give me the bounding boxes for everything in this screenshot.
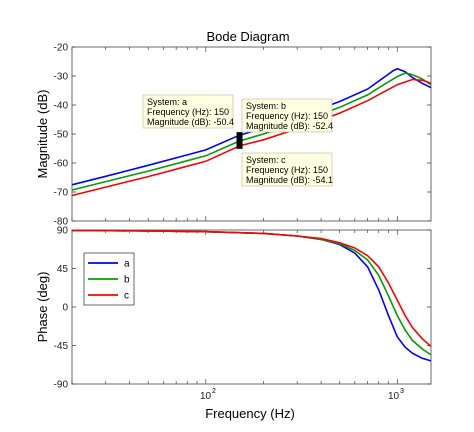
phase-ytick-label: -45: [54, 341, 69, 352]
chart-title: Bode Diagram: [206, 29, 289, 44]
phase-y-label: Phase (deg): [35, 272, 50, 343]
legend: abc: [83, 252, 135, 306]
x-tick-label-exp-2: 2: [212, 388, 216, 395]
phase-ytick-label: 45: [57, 264, 69, 275]
datatip-text-a: System: a: [147, 97, 187, 107]
phase-ytick-label: -90: [54, 380, 69, 391]
magnitude-ytick-label: -40: [54, 101, 69, 112]
datatip-box-c: [241, 152, 333, 187]
datatip-text-c: Frequency (Hz): 150: [246, 165, 328, 175]
x-tick-labels: 10 2 10 3: [200, 388, 404, 402]
magnitude-ytick-label: -70: [54, 188, 69, 199]
datatip-marker-a: [236, 132, 243, 139]
datatip-text-a: Frequency (Hz): 150: [147, 107, 229, 117]
x-tick-label-exp-3: 3: [400, 388, 404, 395]
x-tick-label-base-2: 10: [200, 391, 212, 402]
phase-plot: -90 -45 0 45 90 abc Phase (deg): [35, 226, 432, 391]
magnitude-y-label: Magnitude (dB): [35, 90, 50, 179]
phase-ytick-label: 0: [62, 303, 68, 314]
datatip-text-b: Magnitude (dB): -52.4: [246, 121, 333, 131]
datatip-text-b: System: b: [246, 101, 286, 111]
phase-y-ticks: -90 -45 0 45 90: [54, 226, 431, 391]
magnitude-ytick-label: -80: [54, 217, 69, 228]
magnitude-x-ticks: [71, 47, 398, 221]
datatip-marker-c: [236, 142, 243, 149]
datatip-text-c: System: c: [246, 155, 286, 165]
datatip-box-b: [241, 98, 333, 133]
datatip-box-a: [142, 94, 234, 129]
datatip-marker-b: [236, 137, 243, 144]
x-axis-label: Frequency (Hz): [205, 406, 295, 421]
phase-ytick-label: 90: [57, 226, 69, 237]
magnitude-y-ticks: -80 -70 -60 -50 -40 -30 -20: [54, 43, 431, 228]
datatip-text-b: Frequency (Hz): 150: [246, 111, 328, 121]
magnitude-axes-box: [71, 46, 432, 222]
legend-label-b: b: [124, 275, 130, 286]
magnitude-ytick-label: -50: [54, 130, 69, 141]
x-tick-label-base-3: 10: [388, 391, 400, 402]
phase-series: [71, 229, 432, 362]
magnitude-ytick-label: -60: [54, 159, 69, 170]
datatip-text-c: Magnitude (dB): -54.1: [246, 175, 333, 185]
legend-label-a: a: [124, 259, 130, 270]
legend-label-c: c: [124, 291, 129, 302]
datatip-markers: [236, 132, 243, 149]
magnitude-ytick-label: -30: [54, 72, 69, 83]
phase-line-c: [71, 229, 432, 348]
magnitude-ytick-label: -20: [54, 43, 69, 54]
datatip-text-a: Magnitude (dB): -50.4: [147, 117, 234, 127]
magnitude-plot: -80-70-60-50-40-30-20 System: aFrequency…: [35, 43, 432, 228]
